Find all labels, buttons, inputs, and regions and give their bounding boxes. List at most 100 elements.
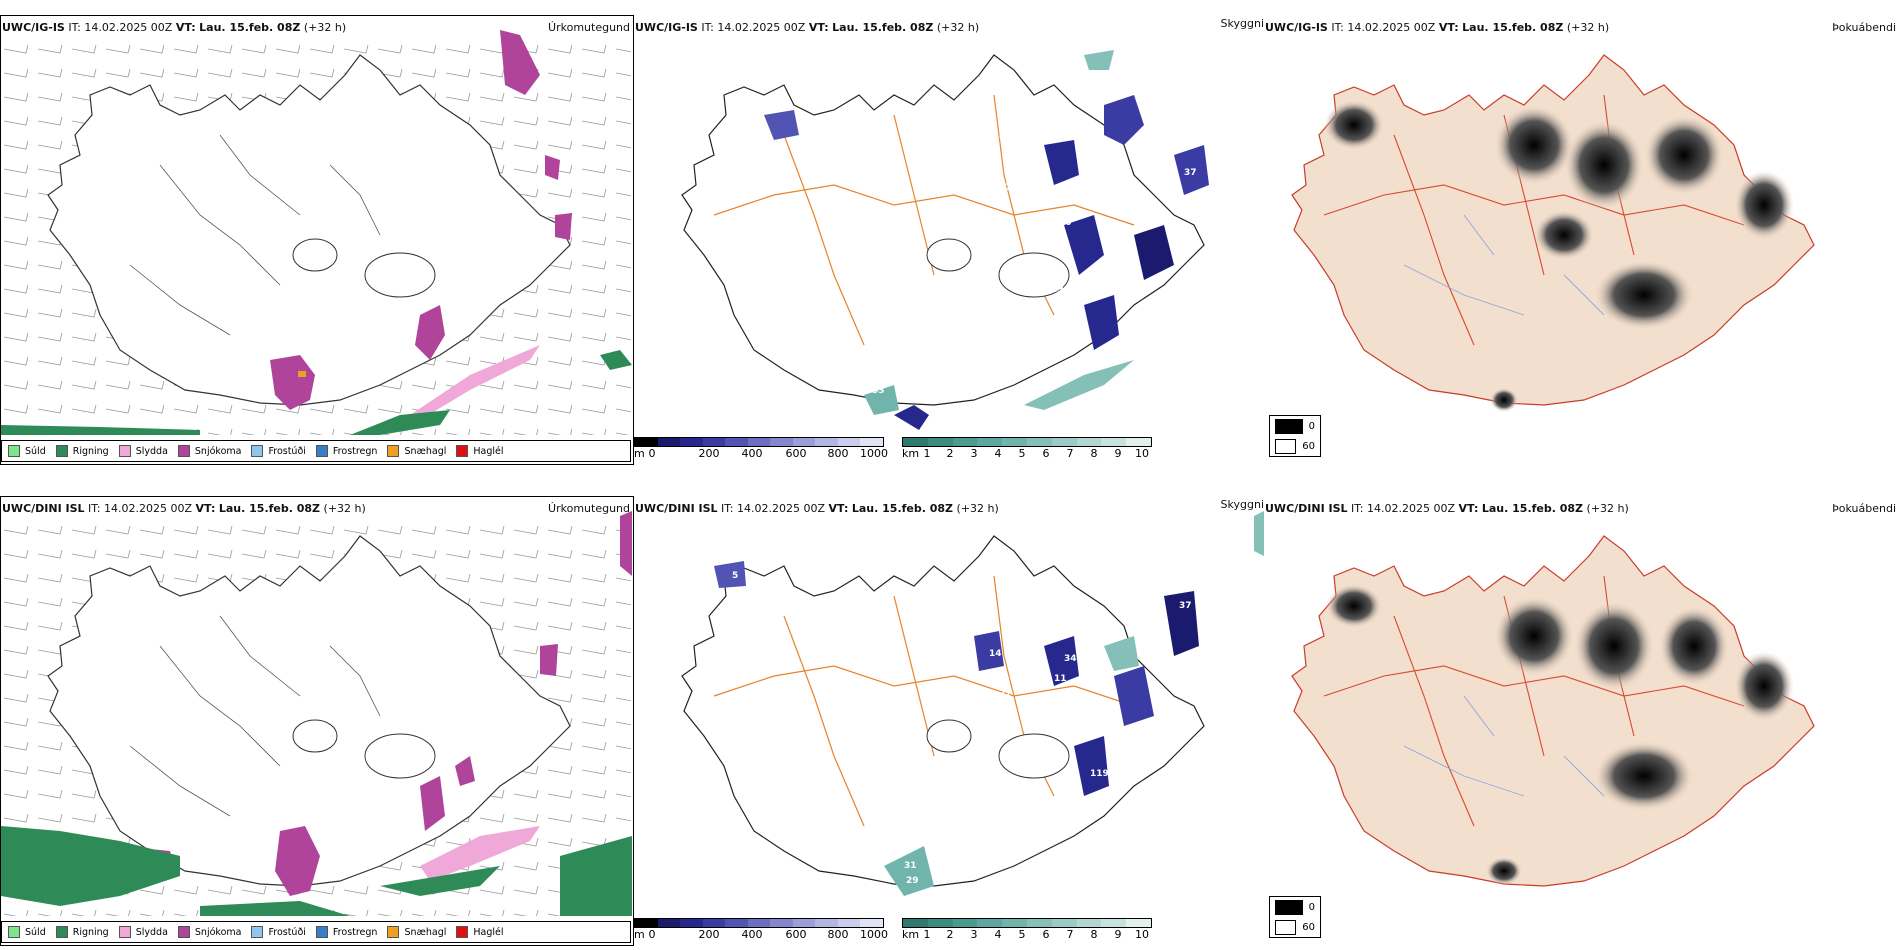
colorbar-strip [902,437,1152,447]
cloud-base-label: 37 [1179,601,1192,611]
rain-area [1,425,200,435]
fog-area [1659,606,1729,686]
fog-legend-item: 0 [1270,416,1320,436]
snow-area [540,644,558,676]
fog-area [1564,120,1644,210]
precip-map [1,30,632,435]
glacier-outline [292,238,338,272]
glacier-outline [926,238,972,272]
precip-panel-frame [0,15,634,465]
panel-title: Þokuábendi [1832,502,1896,515]
fog-area [1734,170,1794,240]
legend-item: Frostúði [251,926,306,938]
colorbar-strip [902,918,1152,928]
cloud-base-label: 98 [1114,243,1127,253]
fog-area [1574,601,1654,691]
snow-area [545,155,560,180]
legend-swatch [1275,438,1297,454]
fog-legend-item: 0 [1270,897,1320,917]
glacier-outline [292,719,338,753]
fog-area [1644,115,1724,195]
cloud-base-label: 20 [1064,771,1077,781]
cloud-base-label: 14 [989,649,1002,659]
rain-area [350,410,450,435]
cloud-base-label: 29 [906,876,919,886]
snow-area [455,756,475,786]
legend-swatch [1275,919,1297,935]
glacier-outline [364,733,436,779]
rain-area [200,901,350,916]
road-network [129,615,381,817]
visibility-area [864,385,899,415]
fog-area [1324,100,1384,150]
colorbar-ticks: m 0 200 400 600 800 1000 [634,447,888,460]
cloud-base-label: 119 [1090,769,1109,779]
legend-swatch [118,445,131,457]
legend-swatch [8,445,20,457]
fog-map [1291,54,1815,412]
legend-swatch [177,445,190,457]
legend-swatch [315,445,328,457]
sleet-area [420,826,540,881]
glacier-outline [364,252,436,298]
road-network [1323,94,1745,346]
snow-area [555,213,572,240]
fog-panel-row2: UWC/DINI ISL IT: 14.02.2025 00Z VT: Lau.… [1264,496,1900,946]
cloud-base-label: 147 [849,361,868,371]
snow-area [500,30,540,95]
legend-swatch [387,445,400,457]
panel-header: UWC/IG-IS IT: 14.02.2025 00Z VT: Lau. 15… [2,21,347,34]
cloud-base-label: 53 [872,386,885,396]
cloud-base-label: 6 [999,133,1005,143]
legend-item: Snjókoma [177,445,241,457]
fog-legend-item: 60 [1270,436,1320,456]
legend-item: Snæhagl [387,926,446,938]
glacier-outline [998,252,1070,298]
cloud-ceiling-area [1064,215,1104,275]
colorbar-ticks: m 0 200 400 600 800 1000 [634,928,888,941]
precip-panel-frame [0,496,634,946]
precip-panel-row1: UWC/IG-IS IT: 14.02.2025 00Z VT: Lau. 15… [0,15,634,465]
visibility-area [1084,50,1114,70]
fog-area [1486,857,1522,885]
precip-map [1,511,632,916]
cloud-panel-row2: UWC/DINI ISL IT: 14.02.2025 00Z VT: Lau.… [634,496,1321,946]
cloud-ceiling-area [1114,666,1154,726]
legend-swatch [55,445,68,457]
cloud-base-label: 67 [1119,729,1132,739]
snow-area [620,511,632,576]
cloud-base-label: 34 [1064,654,1077,664]
legend-swatch [456,445,469,457]
legend-item: Slydda [118,926,168,938]
road-network [713,575,1135,827]
legend-item: Rigning [55,445,109,457]
panel-title: Úrkomutegund [548,21,630,34]
cloud-map: 24 101 6 37 67 10 98 85 13 29 14 22 147 … [681,50,1209,430]
legend-swatch [8,926,20,938]
fog-area [1494,596,1574,676]
cloud-ceiling-area [714,561,746,588]
cloud-base-label: 37 [1184,168,1197,178]
rain-area [1,826,180,906]
legend-swatch [387,926,400,938]
visibility-colorbar: km 1 2 3 4 5 6 7 8 9 10 [902,918,1152,942]
fog-legend: 0 60 [1269,896,1321,938]
visibility-area [884,846,934,896]
legend-swatch [55,926,68,938]
cloud-map: 5 37 14 34 11 27 67 20 119 21 31 29 [681,511,1264,896]
precip-panel-row2: UWC/DINI ISL IT: 14.02.2025 00Z VT: Lau.… [0,496,634,946]
fog-area [1490,388,1518,412]
glacier-outline [926,719,972,753]
fog-area [1534,210,1594,260]
cloud-ceiling-area [894,405,929,430]
legend-item: Slydda [118,445,168,457]
cloud-ceiling-area [1044,140,1079,185]
panel-title: Skyggni [1220,17,1264,30]
fog-area [1494,105,1574,185]
legend-swatch [315,926,328,938]
legend-item: Haglél [456,926,504,938]
precip-legend: Súld Rigning Slydda Snjókoma Frostúði Fr… [1,440,631,462]
cloud-panel-row1: UWC/IG-IS IT: 14.02.2025 00Z VT: Lau. 15… [634,15,1321,465]
panel-title: Úrkomutegund [548,502,630,515]
cloud-base-label: 14 [1089,288,1102,298]
